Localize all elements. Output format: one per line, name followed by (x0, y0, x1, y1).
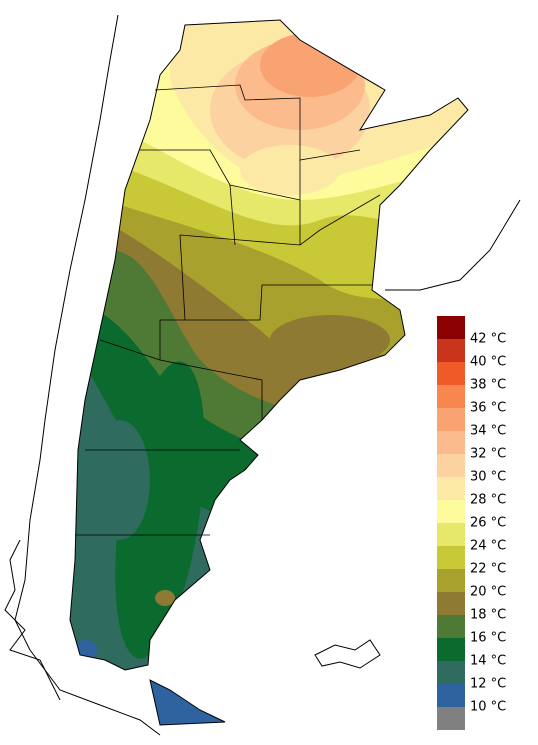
legend-label: 40 °C (470, 355, 506, 370)
legend-label: 30 °C (470, 470, 506, 485)
legend-label: 24 °C (470, 539, 506, 554)
legend-label: 26 °C (470, 516, 506, 531)
legend-label: 36 °C (470, 401, 506, 416)
legend-swatch (437, 431, 465, 454)
legend-swatch (437, 684, 465, 707)
legend-swatch (437, 500, 465, 523)
legend-swatch (437, 592, 465, 615)
province-borders (75, 84, 381, 536)
legend-swatch (437, 362, 465, 385)
legend-label: 14 °C (470, 654, 506, 669)
legend-label: 32 °C (470, 447, 506, 462)
legend-swatch (437, 316, 465, 339)
legend-swatch (437, 454, 465, 477)
legend: 42 °C 40 °C 38 °C 36 °C 34 °C 32 °C 30 °C 28 °C… (437, 316, 506, 730)
legend-swatch (437, 385, 465, 408)
legend-label: 42 °C (470, 332, 506, 347)
legend-swatch (437, 339, 465, 362)
legend-swatch (437, 408, 465, 431)
legend-label: 10 °C (470, 700, 506, 715)
legend-label: 20 °C (470, 585, 506, 600)
legend-label: 12 °C (470, 677, 506, 692)
legend-swatch (437, 638, 465, 661)
legend-label: 28 °C (470, 493, 506, 508)
legend-swatch (437, 707, 465, 730)
country-border (69, 19, 469, 671)
legend-label: 38 °C (470, 378, 506, 393)
legend-label: 16 °C (470, 631, 506, 646)
legend-swatch (437, 523, 465, 546)
legend-label: 18 °C (470, 608, 506, 623)
neighbor-coastlines (4, 14, 521, 736)
legend-swatch (437, 569, 465, 592)
legend-label: 34 °C (470, 424, 506, 439)
legend-label: 22 °C (470, 562, 506, 577)
legend-swatch (437, 661, 465, 684)
legend-swatch (437, 546, 465, 569)
legend-swatch (437, 615, 465, 638)
legend-swatch (437, 477, 465, 500)
tierra-del-fuego (149, 679, 226, 726)
falkland-islands (314, 639, 381, 669)
